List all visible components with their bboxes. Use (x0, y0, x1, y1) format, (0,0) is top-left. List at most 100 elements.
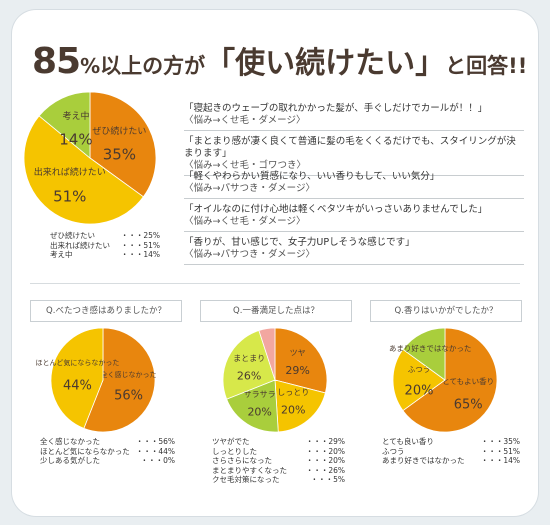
slice-label-1: しっとり (277, 388, 309, 397)
legend-row: クセ毛対策になった ・・・5% (212, 475, 345, 485)
pie-slice-2 (226, 379, 279, 433)
legend-value: ・・・14% (480, 456, 520, 465)
slice-label-2: あまり好きではなかった (389, 343, 472, 353)
question-box-stickiness: Q.べたつき感はありましたか？ (30, 300, 182, 322)
legend-row: しっとりした ・・・20% (212, 447, 345, 457)
slice-label-1: ふつう (408, 365, 431, 374)
comment-4: 「オイルなのに付け心地は軽くベタツキがいっさいありませんでした」 〈悩み→くせ毛・… (184, 204, 524, 232)
headline-percent-sign: % (80, 54, 101, 78)
comment-quote: 「軽くやわらかい質感になり、いい香りもして、いい気分」 (184, 171, 440, 182)
legend-value: ・・・29% (305, 437, 345, 446)
comment-5: 「香りが、甘い感じで、女子力UPしそうな感じです」 〈悩み→パサつき・ダメージ〉 (184, 237, 524, 265)
main-legend: ぜひ続けたい ・・・25% 出来れば続けたい ・・・51% 考え中 ・・・14% (50, 231, 160, 260)
legend-label: ほとんど気にならなかった (40, 446, 130, 456)
headline-percent: 85 (32, 41, 81, 82)
legend-row: とても良い香り ・・・35% (382, 437, 520, 447)
pie-slice-1 (50, 327, 104, 429)
legend-label: 考え中 (50, 250, 73, 259)
comment-meta: 〈悩み→パサつき・ダメージ〉 (184, 249, 315, 260)
headline-text1: 以上の方が (100, 54, 206, 78)
pie-slice-1 (23, 115, 144, 225)
slice-pct-0: 29% (285, 364, 309, 377)
legend-value: ・・・26% (305, 465, 345, 475)
legend-value: ・・・35% (480, 437, 520, 446)
slice-label-3: まとまり (233, 354, 265, 363)
pie-slice-4 (258, 327, 276, 381)
slice-label-0: ぜひ続けたい (92, 125, 146, 137)
slice-pct-0: 56% (114, 388, 143, 403)
legend-value: ・・・25% (120, 231, 160, 240)
pie-slice-2 (402, 327, 446, 381)
satisfaction-legend: ツヤがでた ・・・29% しっとりした ・・・20% さらさらになった ・・・20% まとま… (212, 437, 345, 485)
legend-row: さらさらになった ・・・20% (212, 456, 345, 466)
slice-pct-3: 26% (237, 369, 261, 382)
slice-label-2: サラサラ (244, 390, 276, 399)
slice-pct-1: 51% (53, 188, 86, 206)
legend-label: まとまりやすくなった (212, 465, 287, 475)
legend-label: 少しある気がした (40, 456, 100, 465)
slice-pct-0: 65% (454, 397, 483, 412)
comment-quote: 「香りが、甘い感じで、女子力UPしそうな感じです」 (184, 237, 415, 248)
legend-row: 考え中 ・・・14% (50, 250, 160, 260)
slice-label-0: 全く感じなかった (101, 370, 157, 379)
legend-value: ・・・0% (140, 456, 175, 465)
stickiness-pie-chart: 全く感じなかった 56% ほとんど気にならなかった 44% (36, 327, 157, 433)
headline-text2: と回答!! (445, 54, 528, 78)
comment-1: 「寝起きのウェーブの取れかかった髪が、手ぐしだけでカールが！！」 〈悩み→くせ毛・… (184, 103, 524, 131)
slice-pct-2: 20% (247, 406, 271, 419)
legend-label: 全く感じなかった (40, 437, 100, 446)
slice-label-0: とてもよい香り (442, 376, 494, 386)
legend-row: ツヤがでた ・・・29% (212, 437, 345, 447)
scent-pie-chart: とてもよい香り 65% ふつう 20% あまり好きではなかった (389, 327, 498, 433)
legend-label: クセ毛対策になった (212, 475, 280, 484)
comment-quote: 「寝起きのウェーブの取れかかった髪が、手ぐしだけでカールが！！」 (184, 103, 488, 114)
comment-meta: 〈悩み→くせ毛・ゴワつき〉 (184, 160, 306, 171)
pie-slice-1 (274, 379, 326, 433)
legend-label: さらさらになった (212, 456, 272, 465)
comment-meta: 〈悩み→くせ毛・ダメージ〉 (184, 216, 306, 227)
comment-quote: 「まとまり感が凄く良くて普通に髪の毛をくくるだけでも、スタイリングが決まります」 (184, 136, 516, 159)
legend-row: 少しある気がした ・・・0% (40, 456, 175, 466)
pie-slice-0 (83, 327, 156, 433)
pie-slice-2 (38, 91, 91, 159)
legend-value: ・・・14% (120, 250, 160, 259)
legend-value: ・・・20% (305, 446, 345, 456)
slice-label-2: 考え中 (62, 110, 89, 122)
legend-value: ・・・5% (310, 475, 345, 484)
pie-slice-1 (392, 348, 446, 412)
question-box-scent: Q.香りはいかがでしたか？ (370, 300, 522, 322)
comment-3: 「軽くやわらかい質感になり、いい香りもして、いい気分」 〈悩み→パサつき・ダメージ… (184, 171, 524, 199)
stickiness-legend: 全く感じなかった ・・・56% ほとんど気にならなかった ・・・44% 少しある気がした… (40, 437, 175, 466)
question-box-satisfaction: Q.一番満足した点は？ (200, 300, 352, 322)
slice-label-1: ほとんど気にならなかった (36, 358, 120, 367)
slice-pct-0: 35% (103, 146, 136, 164)
slice-pct-1: 20% (405, 384, 434, 399)
legend-value: ・・・56% (135, 437, 175, 446)
pie-slice-0 (274, 327, 328, 394)
pie-slice-0 (89, 91, 157, 198)
legend-label: しっとりした (212, 446, 257, 456)
legend-row: ほとんど気にならなかった ・・・44% (40, 447, 175, 457)
headline: 85%以上の方が「使い続けたい」と回答!! (32, 38, 527, 82)
headline-bracket-open: 「 (205, 46, 236, 81)
slice-label-1: 出来れば続けたい (34, 166, 106, 178)
legend-row: ふつう ・・・51% (382, 447, 520, 457)
pie-slice-0 (402, 327, 498, 433)
pie-slice-3 (222, 330, 276, 400)
slice-label-0: ツヤ (290, 348, 306, 357)
legend-row: あまり好きではなかった ・・・14% (382, 456, 520, 466)
legend-label: あまり好きではなかった (382, 456, 465, 465)
legend-row: まとまりやすくなった ・・・26% (212, 466, 345, 476)
legend-label: ふつう (382, 446, 405, 456)
legend-row: 全く感じなかった ・・・56% (40, 437, 175, 447)
comment-meta: 〈悩み→パサつき・ダメージ〉 (184, 183, 315, 194)
main-pie-chart: ぜひ続けたい 35% 出来れば続けたい 51% 考え中 14% (23, 91, 157, 225)
legend-label: ぜひ続けたい (50, 231, 95, 240)
legend-value: ・・・20% (305, 456, 345, 465)
headline-emphasis: 使い続けたい (235, 46, 416, 81)
legend-value: ・・・51% (480, 446, 520, 456)
legend-label: ツヤがでた (212, 437, 250, 446)
slice-pct-1: 44% (63, 379, 92, 394)
legend-row: ぜひ続けたい ・・・25% (50, 231, 160, 241)
